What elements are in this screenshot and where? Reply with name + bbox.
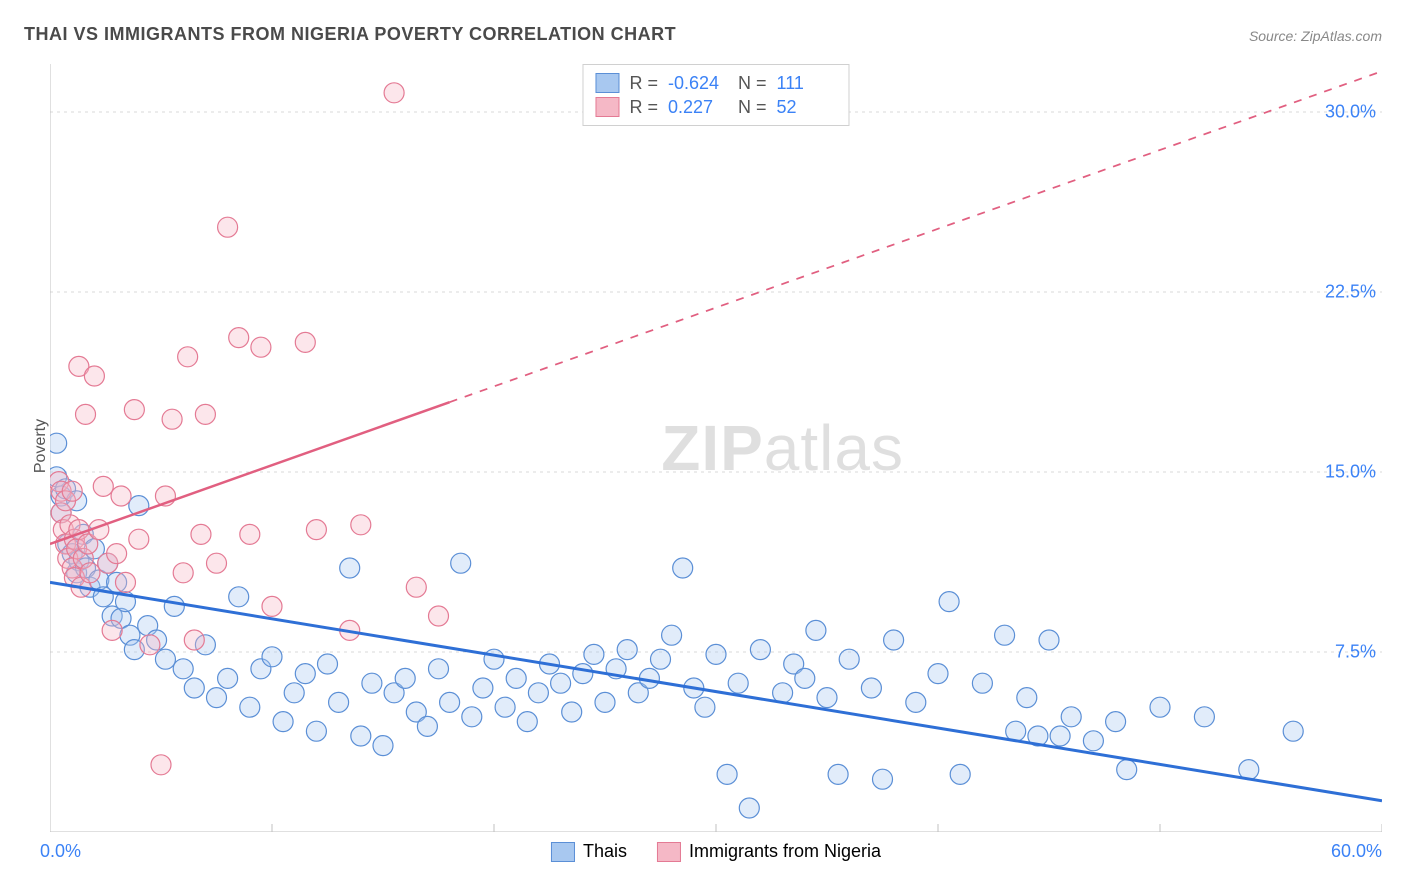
- scatter-svg: [50, 64, 1382, 832]
- y-tick-label: 7.5%: [1296, 642, 1376, 663]
- swatch-thais-icon: [551, 842, 575, 862]
- source-label: Source: ZipAtlas.com: [1249, 28, 1382, 44]
- swatch-nigeria-icon: [657, 842, 681, 862]
- chart-title: THAI VS IMMIGRANTS FROM NIGERIA POVERTY …: [24, 24, 676, 45]
- x-tick-max-label: 60.0%: [1331, 841, 1382, 862]
- y-tick-label: 22.5%: [1296, 282, 1376, 303]
- legend-row-nigeria: R = 0.227 N = 52: [595, 95, 836, 119]
- legend-item-nigeria: Immigrants from Nigeria: [657, 841, 881, 862]
- swatch-thais: [595, 73, 619, 93]
- y-axis-label: Poverty: [32, 419, 50, 473]
- correlation-legend: R = -0.624 N = 111 R = 0.227 N = 52: [582, 64, 849, 126]
- y-tick-label: 30.0%: [1296, 102, 1376, 123]
- plot-area: ZIPatlas R = -0.624 N = 111 R = 0.227 N …: [50, 64, 1382, 832]
- x-tick-min-label: 0.0%: [40, 841, 81, 862]
- legend-item-thais: Thais: [551, 841, 627, 862]
- legend-row-thais: R = -0.624 N = 111: [595, 71, 836, 95]
- series-legend: Thais Immigrants from Nigeria: [551, 841, 881, 862]
- y-tick-label: 15.0%: [1296, 462, 1376, 483]
- swatch-nigeria: [595, 97, 619, 117]
- chart-container: THAI VS IMMIGRANTS FROM NIGERIA POVERTY …: [0, 0, 1406, 892]
